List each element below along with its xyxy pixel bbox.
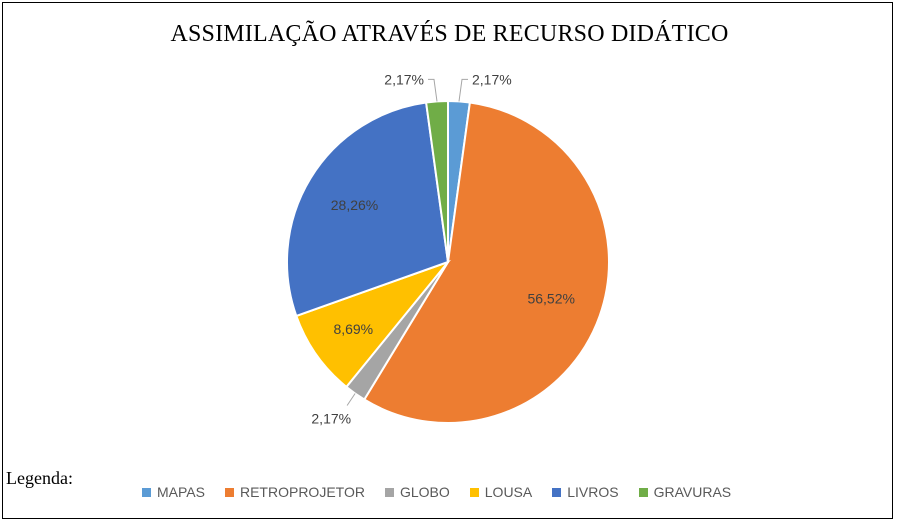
pie-slice-livros	[286, 101, 450, 318]
legend-item-lousa: LOUSA	[469, 484, 533, 500]
pie-slice-retroprojetor	[362, 101, 610, 424]
legend-item-gravuras: GRAVURAS	[638, 484, 732, 500]
legend-swatch-mapas	[142, 487, 151, 497]
legend-swatch-lousa	[469, 487, 479, 497]
legend-item-globo: GLOBO	[384, 484, 450, 500]
legend-label-retroprojetor: RETROPROJETOR	[239, 484, 365, 500]
data-label-globo: 2,17%	[311, 411, 351, 427]
legend-swatch-livros	[552, 487, 562, 497]
leader-line-globo	[346, 393, 356, 406]
legend-item-retroprojetor: RETROPROJETOR	[224, 484, 365, 500]
leader-line-gravuras	[428, 78, 438, 102]
data-label-retroprojetor: 56,52%	[527, 291, 574, 307]
legend-item-livros: LIVROS	[552, 484, 619, 500]
leader-line-mapas	[458, 78, 468, 102]
data-label-mapas: 2,17%	[472, 71, 512, 87]
legend-label-mapas: MAPAS	[157, 484, 205, 500]
legend-item-mapas: MAPAS	[142, 484, 205, 500]
data-label-gravuras: 2,17%	[384, 71, 424, 87]
legend-label-globo: GLOBO	[399, 484, 450, 500]
legend-caption: Legenda:	[6, 468, 73, 488]
data-label-lousa: 8,69%	[333, 321, 373, 337]
legend: MAPAS RETROPROJETOR GLOBO LOUSA LIVROS GRAVUR…	[142, 482, 782, 502]
legend-label-livros: LIVROS	[567, 484, 619, 500]
legend-swatch-gravuras	[638, 487, 648, 497]
legend-swatch-retroprojetor	[224, 487, 234, 497]
data-label-livros: 28,26%	[331, 197, 378, 213]
legend-label-gravuras: GRAVURAS	[653, 484, 732, 500]
legend-label-lousa: LOUSA	[484, 484, 533, 500]
chart-title: ASSIMILAÇÃO ATRAVÉS DE RECURSO DIDÁTICO	[170, 21, 729, 47]
pie-slice-lousa	[295, 259, 452, 389]
legend-swatch-globo	[384, 487, 394, 497]
